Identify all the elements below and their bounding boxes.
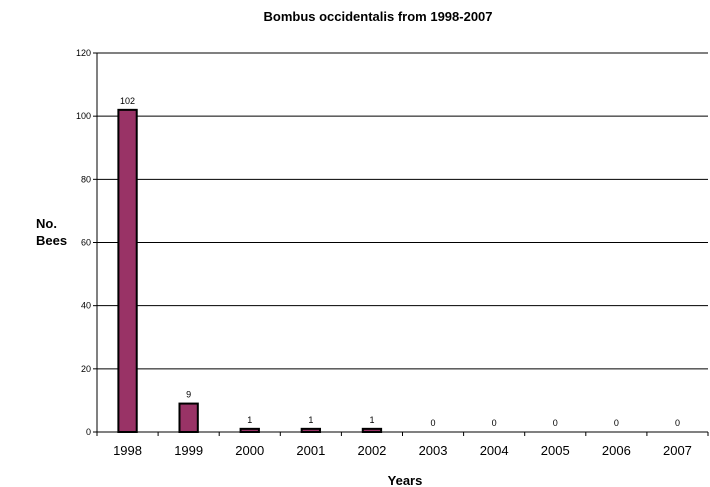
- bar-1999: [178, 402, 199, 434]
- y-tick-label-60: 60: [81, 238, 91, 248]
- data-label-1998: 102: [120, 96, 135, 106]
- bar-1998: [117, 108, 138, 433]
- y-tick-label-0: 0: [86, 427, 91, 437]
- data-label-2002: 1: [369, 415, 374, 425]
- labels: 0 20 40 60 80 100 120 102 1998 9 1999 1 2000 1 2001 1 20…: [76, 48, 692, 458]
- x-tick-label-1998: 1998: [113, 443, 142, 458]
- data-label-2003: 0: [431, 418, 436, 428]
- y-axis-title-line-1: No.: [36, 216, 57, 231]
- data-label-2007: 0: [675, 418, 680, 428]
- x-tick-label-2000: 2000: [235, 443, 264, 458]
- y-tick-label-40: 40: [81, 301, 91, 311]
- data-label-2000: 1: [247, 415, 252, 425]
- x-tick-label-2004: 2004: [480, 443, 509, 458]
- data-label-2005: 0: [553, 418, 558, 428]
- data-label-2004: 0: [492, 418, 497, 428]
- axes: [93, 52, 709, 436]
- x-tick-label-2001: 2001: [296, 443, 325, 458]
- x-tick-label-2007: 2007: [663, 443, 692, 458]
- data-label-1999: 9: [186, 390, 191, 400]
- data-label-2006: 0: [614, 418, 619, 428]
- y-tick-label-100: 100: [76, 111, 91, 121]
- data-label-2001: 1: [308, 415, 313, 425]
- x-axis-title: Years: [388, 473, 423, 487]
- x-tick-label-2003: 2003: [419, 443, 448, 458]
- bars: [117, 108, 383, 434]
- x-tick-label-1999: 1999: [174, 443, 203, 458]
- x-tick-label-2005: 2005: [541, 443, 570, 458]
- gridlines: [97, 52, 708, 370]
- y-tick-label-20: 20: [81, 364, 91, 374]
- x-tick-label-2002: 2002: [357, 443, 386, 458]
- y-axis-title-line-2: Bees: [36, 233, 67, 248]
- x-tick-label-2006: 2006: [602, 443, 631, 458]
- y-tick-label-120: 120: [76, 48, 91, 58]
- y-tick-label-80: 80: [81, 174, 91, 184]
- chart-title: Bombus occidentalis from 1998-2007: [263, 9, 492, 24]
